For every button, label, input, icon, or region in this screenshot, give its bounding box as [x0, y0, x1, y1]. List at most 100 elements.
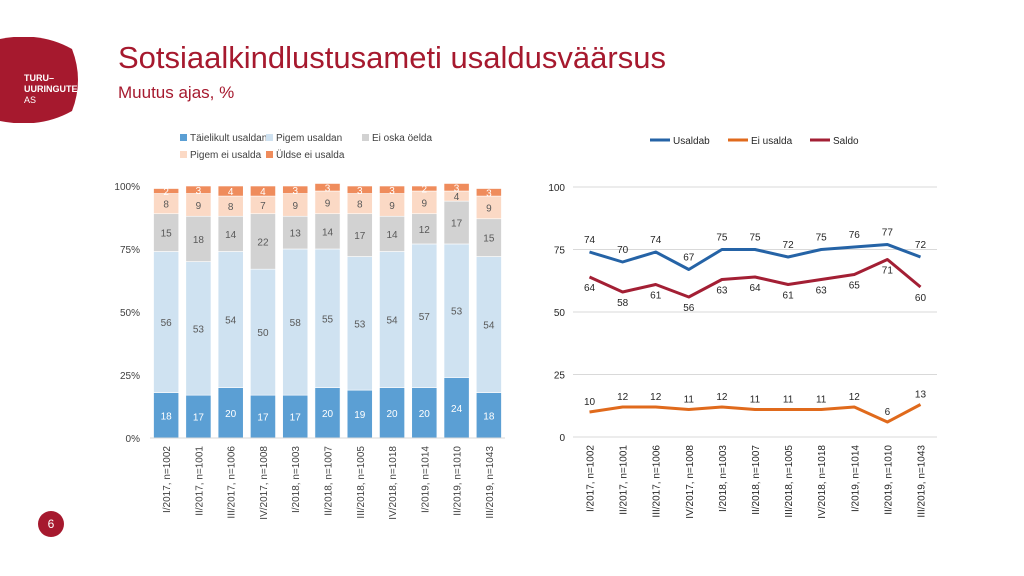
- data-label: 9: [196, 201, 202, 212]
- data-label: 4: [260, 187, 266, 198]
- data-label: 50: [257, 328, 269, 339]
- bar-segment: [346, 256, 373, 391]
- data-label: 15: [161, 229, 173, 240]
- data-label: 20: [322, 409, 334, 420]
- data-label: 14: [386, 230, 398, 241]
- y-tick-label: 75%: [120, 245, 140, 256]
- data-label: 61: [650, 291, 662, 302]
- data-label: 75: [816, 233, 828, 244]
- x-tick-label: IV/2017, n=1008: [259, 446, 270, 520]
- y-tick-label: 75: [554, 246, 566, 257]
- series-line: [588, 258, 922, 299]
- bar-segment: [443, 200, 470, 245]
- data-label: 18: [193, 235, 205, 246]
- data-label: 64: [584, 283, 596, 294]
- bar-segment: [217, 387, 244, 439]
- data-label: 54: [483, 321, 495, 332]
- page-subtitle: Muutus ajas, %: [118, 83, 235, 102]
- bar-segment: [282, 248, 309, 396]
- x-tick-label: I/2019, n=1014: [850, 445, 861, 512]
- data-label: 10: [584, 397, 596, 408]
- data-label: 54: [386, 316, 398, 327]
- x-tick-label: III/2017, n=1006: [227, 446, 238, 519]
- legend-label: Pigem usaldan: [276, 133, 342, 144]
- data-label: 11: [816, 395, 827, 406]
- logo-line-1: TURU–: [24, 73, 54, 83]
- legend-swatch: [180, 151, 187, 158]
- data-label: 58: [617, 298, 629, 309]
- data-label: 56: [683, 303, 695, 314]
- data-label: 17: [290, 413, 302, 424]
- data-label: 77: [882, 228, 894, 239]
- data-label: 7: [260, 201, 266, 212]
- x-tick-label: I/2018, n=1003: [291, 446, 302, 513]
- data-label: 72: [783, 240, 795, 251]
- data-label: 8: [357, 200, 363, 211]
- x-tick-label: II/2017, n=1001: [619, 445, 630, 515]
- legend-label: Saldo: [833, 136, 859, 147]
- bar-segment: [314, 183, 341, 192]
- data-label: 13: [915, 390, 927, 401]
- data-label: 20: [225, 409, 237, 420]
- x-tick-label: II/2019, n=1010: [883, 445, 894, 515]
- bar-segment: [443, 183, 470, 192]
- data-label: 14: [322, 227, 334, 238]
- bar-segment: [314, 213, 341, 250]
- data-label: 3: [357, 186, 363, 197]
- data-label: 22: [257, 237, 269, 248]
- data-label: 2: [422, 185, 428, 196]
- bar-segment: [250, 394, 276, 439]
- data-label: 3: [292, 186, 298, 197]
- bar-segment: [379, 185, 405, 194]
- data-label: 18: [483, 411, 495, 422]
- y-tick-label: 50%: [120, 308, 140, 319]
- data-label: 3: [196, 186, 202, 197]
- bar-segment: [346, 213, 373, 257]
- bar-segment: [185, 261, 212, 396]
- bar-segment: [475, 392, 502, 439]
- data-label: 75: [749, 233, 761, 244]
- data-label: 12: [716, 392, 728, 403]
- bar-segment: [475, 188, 502, 197]
- data-label: 57: [419, 312, 431, 323]
- data-label: 14: [225, 230, 237, 241]
- logo-line-2: UURINGUTE: [24, 84, 78, 94]
- bar-segment: [217, 185, 244, 197]
- data-label: 12: [617, 392, 629, 403]
- data-label: 65: [849, 281, 861, 292]
- bar-segment: [314, 387, 341, 439]
- series-line: [589, 243, 922, 271]
- data-label: 20: [386, 409, 398, 420]
- x-tick-label: II/2018, n=1007: [751, 445, 762, 515]
- logo-line-3: AS: [24, 95, 36, 105]
- data-label: 70: [617, 245, 629, 256]
- series-line: [589, 403, 922, 424]
- data-label: 61: [783, 291, 795, 302]
- x-tick-label: III/2018, n=1005: [784, 445, 795, 518]
- data-label: 9: [422, 198, 428, 209]
- data-label: 4: [228, 187, 234, 198]
- x-tick-label: II/2018, n=1007: [324, 446, 335, 516]
- data-label: 11: [684, 395, 695, 406]
- x-tick-label: IV/2018, n=1018: [817, 445, 828, 519]
- bar-segment: [217, 215, 244, 252]
- data-label: 53: [193, 324, 205, 335]
- logo-emblem: TURU– UURINGUTE AS: [0, 36, 78, 124]
- data-label: 63: [816, 286, 828, 297]
- legend-label: Üldse ei usalda: [276, 149, 345, 161]
- data-label: 8: [228, 202, 234, 213]
- x-tick-label: III/2019, n=1043: [916, 445, 927, 518]
- bar-segment: [250, 185, 276, 197]
- data-label: 54: [225, 316, 237, 327]
- data-label: 24: [451, 404, 463, 415]
- x-tick-label: III/2019, n=1043: [485, 446, 496, 519]
- x-tick-label: IV/2018, n=1018: [388, 446, 399, 520]
- bar-segment: [379, 387, 405, 439]
- data-label: 56: [161, 318, 173, 329]
- page-title: Sotsiaalkindlustusameti usaldusväärsus: [118, 40, 666, 75]
- x-tick-label: I/2017, n=1002: [162, 446, 173, 513]
- data-label: 53: [354, 319, 366, 330]
- bar-segment: [282, 215, 309, 250]
- data-label: 53: [451, 307, 463, 318]
- data-label: 9: [325, 198, 331, 209]
